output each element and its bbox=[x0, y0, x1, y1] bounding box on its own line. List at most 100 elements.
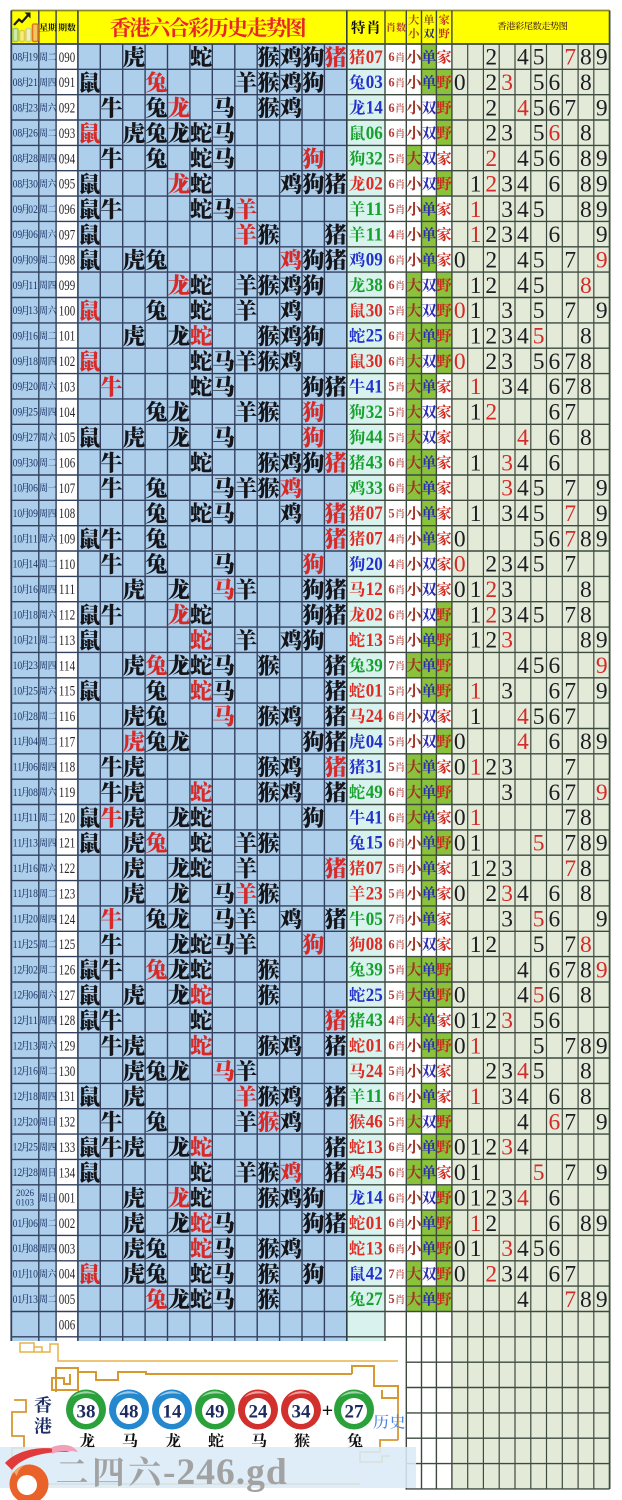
svg-text:8: 8 bbox=[580, 1084, 592, 1110]
svg-text:1: 1 bbox=[470, 1008, 482, 1034]
svg-text:5: 5 bbox=[533, 121, 545, 147]
svg-text:6: 6 bbox=[388, 50, 394, 64]
svg-text:8: 8 bbox=[580, 628, 592, 654]
svg-text:+: + bbox=[322, 1400, 333, 1422]
svg-text:48: 48 bbox=[120, 1402, 139, 1423]
svg-text:5: 5 bbox=[388, 963, 394, 977]
svg-text:4: 4 bbox=[388, 1013, 395, 1027]
svg-text:3: 3 bbox=[501, 298, 513, 324]
svg-text:11: 11 bbox=[13, 939, 23, 951]
svg-text:10: 10 bbox=[13, 508, 23, 520]
svg-text:9: 9 bbox=[596, 1287, 608, 1313]
svg-text:0: 0 bbox=[454, 526, 466, 552]
svg-text:4: 4 bbox=[517, 197, 529, 223]
svg-text:5: 5 bbox=[533, 95, 545, 121]
svg-text:02: 02 bbox=[366, 175, 383, 195]
svg-text:09: 09 bbox=[13, 381, 23, 393]
svg-text:1: 1 bbox=[470, 602, 482, 628]
svg-text:3: 3 bbox=[501, 552, 513, 578]
svg-text:1: 1 bbox=[470, 805, 482, 831]
svg-text:1: 1 bbox=[470, 501, 482, 527]
svg-text:8: 8 bbox=[580, 45, 592, 71]
svg-text:6: 6 bbox=[549, 1008, 561, 1034]
svg-text:2: 2 bbox=[485, 932, 497, 958]
svg-text:02: 02 bbox=[366, 606, 383, 626]
svg-text:8: 8 bbox=[580, 805, 592, 831]
svg-text:4: 4 bbox=[388, 228, 395, 242]
svg-text:0: 0 bbox=[454, 552, 466, 578]
svg-text:126: 126 bbox=[59, 963, 76, 979]
svg-text:5: 5 bbox=[533, 1236, 545, 1262]
svg-text:08: 08 bbox=[28, 1243, 38, 1255]
svg-text:23: 23 bbox=[28, 102, 38, 114]
svg-text:4: 4 bbox=[517, 222, 529, 248]
svg-text:129: 129 bbox=[59, 1039, 75, 1055]
svg-text:49: 49 bbox=[206, 1402, 225, 1423]
svg-text:9: 9 bbox=[596, 45, 608, 71]
svg-text:12: 12 bbox=[366, 580, 383, 600]
svg-text:42: 42 bbox=[366, 1265, 383, 1285]
svg-text:006: 006 bbox=[59, 1317, 76, 1333]
svg-text:104: 104 bbox=[59, 405, 76, 421]
svg-text:6: 6 bbox=[388, 1039, 394, 1053]
svg-text:3: 3 bbox=[501, 1185, 513, 1211]
svg-text:0: 0 bbox=[454, 349, 466, 375]
svg-text:21: 21 bbox=[28, 635, 38, 647]
svg-text:5: 5 bbox=[388, 988, 394, 1002]
svg-text:6: 6 bbox=[549, 983, 561, 1009]
svg-text:9: 9 bbox=[596, 501, 608, 527]
svg-text:2: 2 bbox=[485, 577, 497, 603]
svg-text:5: 5 bbox=[533, 704, 545, 730]
svg-text:38: 38 bbox=[366, 276, 383, 296]
svg-text:01: 01 bbox=[366, 682, 383, 702]
svg-text:9: 9 bbox=[596, 628, 608, 654]
svg-text:4: 4 bbox=[517, 45, 529, 71]
svg-text:120: 120 bbox=[59, 810, 75, 826]
svg-text:4: 4 bbox=[517, 146, 529, 172]
svg-text:2: 2 bbox=[485, 248, 497, 274]
svg-text:090: 090 bbox=[59, 50, 75, 66]
svg-text:20: 20 bbox=[28, 914, 38, 926]
svg-text:4: 4 bbox=[517, 273, 529, 299]
svg-text:092: 092 bbox=[59, 101, 75, 117]
svg-text:08: 08 bbox=[366, 935, 383, 955]
svg-text:8: 8 bbox=[580, 349, 592, 375]
svg-text:9: 9 bbox=[596, 1109, 608, 1135]
svg-text:5: 5 bbox=[388, 684, 394, 698]
svg-text:28: 28 bbox=[28, 1167, 38, 1179]
svg-text:8: 8 bbox=[580, 881, 592, 907]
svg-text:0: 0 bbox=[454, 831, 466, 857]
svg-text:6: 6 bbox=[388, 177, 394, 191]
svg-text:4: 4 bbox=[517, 704, 529, 730]
svg-text:01: 01 bbox=[13, 1294, 23, 1306]
svg-text:105: 105 bbox=[59, 430, 75, 446]
svg-text:5: 5 bbox=[533, 298, 545, 324]
svg-text:1: 1 bbox=[470, 1135, 482, 1161]
svg-text:30: 30 bbox=[366, 352, 383, 372]
svg-text:23: 23 bbox=[28, 660, 38, 672]
svg-text:09: 09 bbox=[13, 457, 23, 469]
svg-text:10: 10 bbox=[13, 584, 23, 596]
svg-text:09: 09 bbox=[13, 305, 23, 317]
svg-text:8: 8 bbox=[580, 932, 592, 958]
svg-text:4: 4 bbox=[517, 1084, 529, 1110]
svg-text:8: 8 bbox=[580, 374, 592, 400]
svg-text:9: 9 bbox=[596, 1033, 608, 1059]
svg-text:3: 3 bbox=[501, 1236, 513, 1262]
svg-text:5: 5 bbox=[388, 1292, 394, 1306]
svg-text:7: 7 bbox=[564, 95, 576, 121]
svg-text:6: 6 bbox=[388, 937, 394, 951]
svg-text:133: 133 bbox=[59, 1140, 75, 1156]
svg-text:124: 124 bbox=[59, 912, 76, 928]
svg-text:2: 2 bbox=[485, 602, 497, 628]
svg-text:1: 1 bbox=[470, 1185, 482, 1211]
svg-text:4: 4 bbox=[517, 552, 529, 578]
svg-text:6: 6 bbox=[388, 253, 394, 267]
svg-text:9: 9 bbox=[596, 1160, 608, 1186]
svg-text:1: 1 bbox=[470, 324, 482, 350]
svg-text:30: 30 bbox=[366, 301, 383, 321]
svg-text:1: 1 bbox=[470, 755, 482, 781]
svg-text:0: 0 bbox=[454, 805, 466, 831]
svg-text:16: 16 bbox=[28, 1066, 38, 1078]
svg-text:4: 4 bbox=[517, 248, 529, 274]
